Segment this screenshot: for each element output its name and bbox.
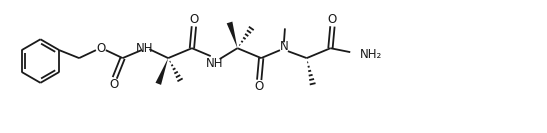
- Text: O: O: [189, 13, 199, 26]
- Text: O: O: [96, 42, 106, 55]
- Polygon shape: [226, 22, 237, 48]
- Text: NH: NH: [136, 42, 153, 55]
- Text: O: O: [254, 80, 264, 93]
- Text: O: O: [109, 78, 118, 91]
- Text: O: O: [328, 13, 337, 26]
- Polygon shape: [155, 58, 168, 85]
- Text: N: N: [280, 40, 288, 53]
- Text: NH₂: NH₂: [360, 48, 382, 61]
- Text: NH: NH: [206, 57, 223, 70]
